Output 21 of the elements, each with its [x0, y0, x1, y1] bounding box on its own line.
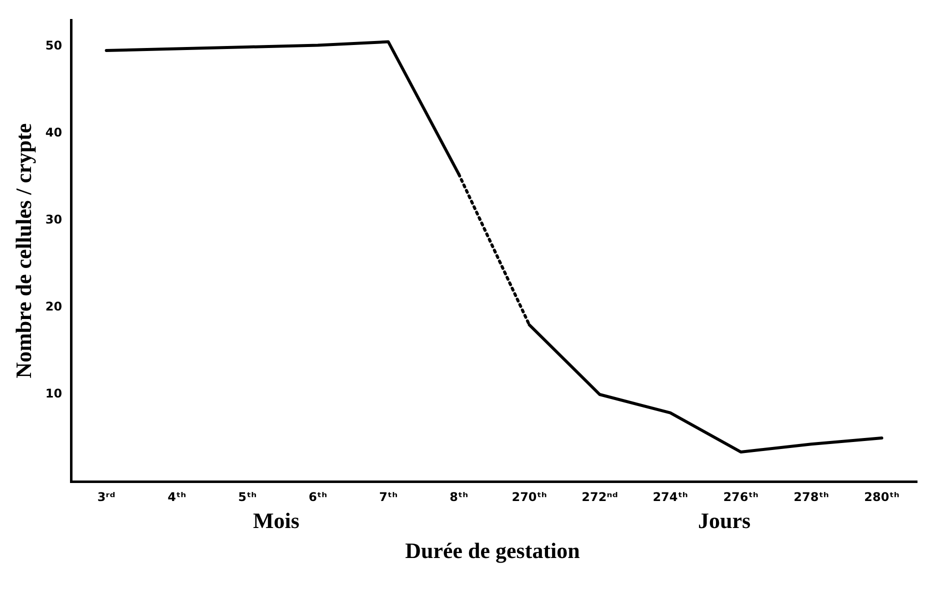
y-tick-label: 20: [45, 300, 62, 314]
y-tick-label: 40: [45, 125, 62, 140]
x-tick-label: 6ᵗʰ: [308, 490, 328, 504]
x-tick-label: 274ᵗʰ: [652, 490, 688, 504]
y-tick-label: 10: [45, 386, 62, 401]
x-tick-label: 270ᵗʰ: [512, 490, 547, 504]
y-tick-label: 50: [45, 38, 62, 52]
x-tick-label: 272ⁿᵈ: [582, 490, 618, 504]
x-tick-label: 8ᵗʰ: [450, 490, 468, 504]
x-axis-title: Durée de gestation: [404, 538, 581, 564]
x-tick-label: 4ᵗʰ: [168, 490, 186, 504]
x-tick-label: 280ᵗʰ: [864, 490, 900, 504]
x-tick-label: 5ᵗʰ: [238, 490, 257, 504]
text: Mois: [253, 508, 300, 534]
text: Jours: [698, 508, 751, 534]
x-tick-label: 276ᵗʰ: [723, 490, 758, 504]
y-axis-title: Nombre de cellules / crypte: [10, 123, 36, 378]
x-tick-label: 7ᵗʰ: [379, 490, 398, 504]
x-tick-label: 3ʳᵈ: [97, 490, 116, 504]
x-tick-label: 278ᵗʰ: [794, 490, 829, 504]
y-tick-label: 30: [45, 212, 62, 226]
